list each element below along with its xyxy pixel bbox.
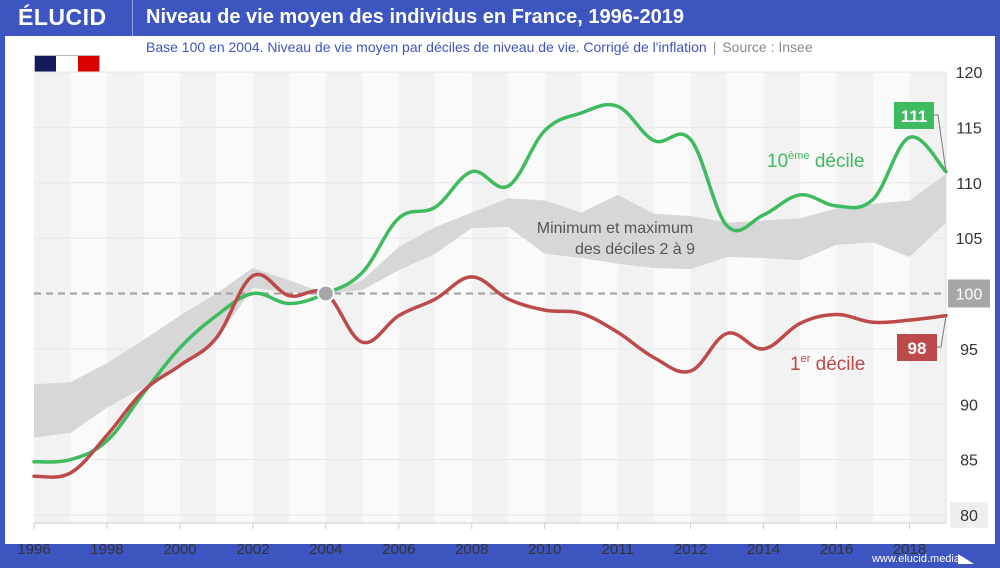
series-lines [32,102,948,479]
decile-band [34,173,946,438]
x-tick-label: 2000 [163,541,196,558]
series-1er-decile-line [32,272,948,479]
source-label: Source : Insee [722,39,813,55]
y-reference-badge [948,279,990,308]
background-stripe [690,72,728,523]
footer-url[interactable]: www.elucid.media [871,553,960,565]
y-tick-label: 100 [956,287,983,304]
x-axis: 1996 1998 2000 2002 2004 2006 2008 2010 2011 2012… [17,522,946,558]
x-tick-label: 2010 [528,541,561,558]
y-tick-label: 80 [960,508,978,525]
x-tick-label: 2012 [674,541,707,558]
background-stripe [617,72,655,523]
series-10eme-decile-line [32,102,948,464]
x-tick-label: 1998 [90,541,123,558]
chart-title: Niveau de vie moyen des individus en Fra… [146,6,685,28]
y-tick-label: 110 [956,176,982,193]
annotations: 10ème décile 1er décile Minimum et maximum… [537,102,947,375]
end-10eme-decile-value: 111 [901,107,928,126]
x-tick-label: 2018 [893,541,926,558]
y-axis: 80 85 90 95 100 105 110 115 120 [948,65,990,528]
end-1er-decile-badge [897,334,937,361]
background-stripe [544,72,582,523]
y-tick-label: 120 [956,65,983,82]
background-stripes [34,72,947,523]
end-10eme-decile-leader [934,114,947,172]
y-tick-label: 85 [960,453,978,470]
y-tick-label: 95 [960,342,978,359]
x-tick-label: 2002 [236,541,269,558]
header-bar: ÉLUCID Niveau de vie moyen des individus… [0,0,1000,36]
label-10eme-decile: 10ème décile [767,150,864,172]
band-label-line1: Minimum et maximum [537,220,693,237]
y-min-badge [950,502,988,528]
y-tick-label: 115 [956,120,982,137]
gridlines [34,71,946,516]
background-stripe [34,72,71,523]
background-stripe [836,72,874,523]
label-1er-decile: 1er décile [790,353,865,375]
band-area [34,173,946,438]
subtitle-separator: | [712,39,717,55]
elucid-logo: ÉLUCID [18,4,107,30]
end-1er-decile-leader [937,315,947,348]
x-tick-label: 2011 [602,541,634,558]
x-tick-label: 2008 [455,541,488,558]
band-label-line2: des déciles 2 à 9 [575,241,695,258]
base-point-2004 [316,284,335,303]
header-divider [132,0,133,36]
end-1er-decile-value: 98 [908,339,927,358]
background-stripe [106,72,144,523]
y-tick-label: 90 [960,397,978,414]
x-tick-label: 2004 [309,541,342,558]
background-stripe [763,72,801,523]
background-stripe [909,72,946,523]
x-tick-label: 2016 [820,541,853,558]
background-stripe [398,72,436,523]
x-tick-label: 1996 [17,541,50,558]
chart-subtitle: Base 100 en 2004. Niveau de vie moyen pa… [146,39,813,55]
y-tick-label: 105 [956,231,983,248]
end-10eme-decile-badge [894,102,934,129]
x-tick-label: 2006 [382,541,415,558]
elucid-mark-icon [958,554,974,564]
x-tick-label: 2014 [747,541,780,558]
subtitle-text: Base 100 en 2004. Niveau de vie moyen pa… [146,39,707,55]
